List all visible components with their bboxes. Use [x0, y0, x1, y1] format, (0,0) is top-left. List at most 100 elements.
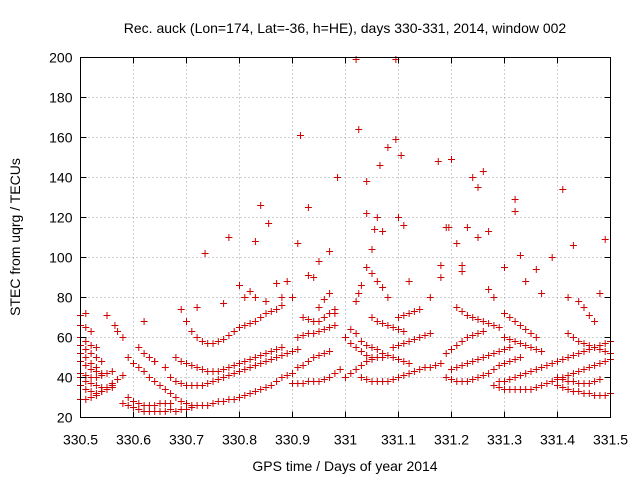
data-point: [251, 318, 259, 325]
data-point: [267, 382, 275, 389]
data-point: [416, 334, 424, 341]
data-point: [395, 342, 402, 349]
data-point: [124, 394, 132, 401]
data-point: [230, 370, 238, 377]
data-point: [225, 364, 233, 371]
data-point: [172, 408, 180, 415]
data-point: [230, 396, 238, 403]
data-point: [262, 350, 270, 357]
data-point: [326, 290, 334, 297]
data-point: [591, 344, 599, 351]
data-point: [172, 354, 180, 361]
data-point: [426, 330, 434, 337]
data-point: [145, 354, 153, 361]
data-point: [82, 310, 90, 317]
data-point: [458, 268, 466, 275]
data-point: [251, 238, 259, 245]
data-point: [495, 362, 503, 369]
data-point: [379, 320, 387, 327]
data-point: [389, 324, 397, 331]
data-point: [315, 258, 323, 265]
data-point: [336, 366, 344, 373]
data-point: [267, 348, 275, 355]
data-point: [140, 368, 148, 375]
data-point: [580, 340, 588, 347]
data-point: [373, 346, 381, 353]
data-point: [591, 318, 599, 325]
data-point: [220, 374, 228, 381]
data-point: [145, 374, 153, 381]
data-point: [82, 362, 90, 369]
x-tick-label: 331.4: [540, 432, 575, 448]
data-point: [368, 246, 376, 253]
data-point: [389, 376, 397, 383]
data-point: [527, 386, 535, 393]
data-point: [161, 364, 169, 371]
data-point: [601, 340, 609, 347]
data-point: [82, 324, 90, 331]
data-point: [532, 346, 540, 353]
data-point: [299, 380, 307, 387]
data-point: [315, 304, 323, 311]
data-point: [501, 334, 508, 341]
data-point: [373, 318, 381, 325]
data-point: [87, 380, 95, 387]
data-point: [87, 366, 95, 373]
data-point: [511, 196, 519, 203]
data-point: [241, 366, 249, 373]
data-point: [474, 356, 482, 363]
data-point: [506, 344, 514, 351]
x-tick-labels: 330.5 330.6 330.7 330.8 330.9 331 331.1 331.2 33…: [63, 432, 628, 448]
data-point: [453, 304, 461, 311]
data-point: [490, 366, 498, 373]
data-point: [193, 364, 201, 371]
data-point: [522, 326, 530, 333]
data-point: [151, 378, 159, 385]
data-point: [82, 396, 90, 403]
data-point: [214, 338, 222, 345]
data-point: [98, 358, 106, 365]
data-point: [395, 314, 402, 321]
data-point: [485, 352, 493, 359]
data-point: [437, 360, 445, 367]
data-point: [130, 360, 137, 367]
data-point: [511, 356, 519, 363]
data-point: [241, 392, 249, 399]
data-point: [564, 330, 572, 337]
data-point: [506, 336, 514, 343]
data-point: [596, 346, 604, 353]
data-point: [320, 350, 328, 357]
data-point: [469, 358, 477, 365]
data-point: [400, 312, 408, 319]
data-point: [320, 326, 328, 333]
data-point: [490, 294, 498, 301]
data-point: [479, 168, 487, 175]
data-point: [236, 394, 243, 401]
data-point: [177, 306, 185, 313]
data-point: [167, 400, 175, 407]
data-point: [357, 282, 365, 289]
data-point: [188, 404, 196, 411]
data-point: [432, 362, 440, 369]
data-point: [448, 346, 455, 353]
data-point: [310, 274, 318, 281]
data-point: [448, 376, 455, 383]
data-point: [554, 358, 561, 365]
data-point: [538, 348, 546, 355]
data-point: [161, 408, 169, 415]
data-point: [501, 264, 508, 271]
data-point: [506, 358, 514, 365]
data-point: [564, 386, 572, 393]
axis-ticks: [80, 57, 611, 418]
data-point: [135, 406, 143, 413]
data-point: [87, 350, 95, 357]
data-point: [575, 368, 583, 375]
data-point: [230, 328, 238, 335]
data-point: [601, 392, 609, 399]
data-point: [532, 334, 540, 341]
data-point: [355, 126, 363, 133]
data-point: [527, 344, 535, 351]
data-point: [596, 290, 604, 297]
data-point: [437, 274, 445, 281]
data-point: [501, 346, 508, 353]
